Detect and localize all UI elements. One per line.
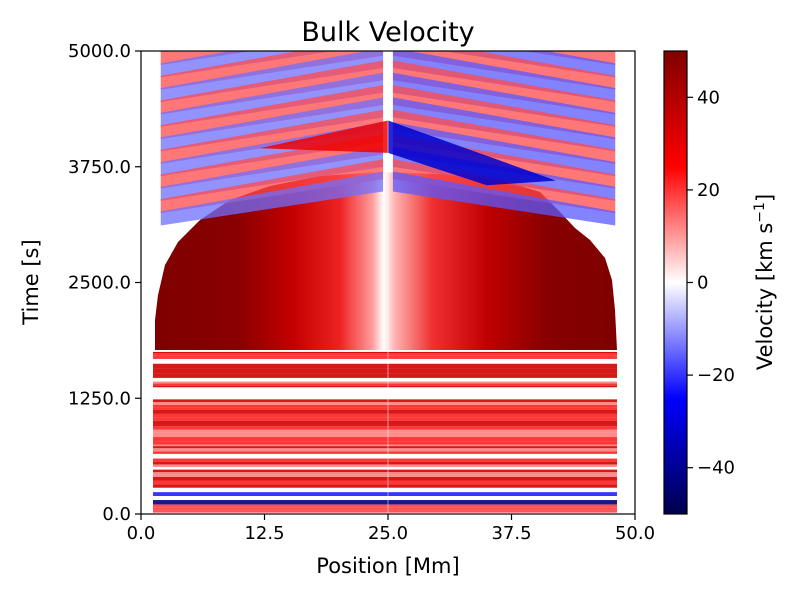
x-tick-label: 37.5 bbox=[491, 523, 531, 544]
colorbar-label-close: ] bbox=[753, 194, 777, 202]
heatmap bbox=[141, 51, 635, 514]
x-tick-label: 25.0 bbox=[368, 523, 408, 544]
colorbar-label: Velocity [km s−1] bbox=[752, 194, 777, 370]
chart-title: Bulk Velocity bbox=[301, 17, 474, 48]
colorbar-tick-label: −40 bbox=[697, 458, 735, 479]
x-tick-label: 0.0 bbox=[127, 523, 156, 544]
colorbar-tick-label: 20 bbox=[697, 180, 720, 201]
y-tick-label: 3750.0 bbox=[68, 157, 131, 178]
colorbar-label-superscript: −1 bbox=[752, 202, 768, 223]
low-time-oscillation-bands bbox=[153, 351, 617, 514]
x-tick-label: 50.0 bbox=[615, 523, 655, 544]
colorbar-ticks: −40 −20 0 20 40 bbox=[687, 87, 735, 479]
colorbar-label-main: Velocity [km s bbox=[753, 223, 777, 370]
y-tick-label: 0.0 bbox=[102, 504, 131, 525]
x-tick-label: 12.5 bbox=[244, 523, 284, 544]
colorbar bbox=[663, 50, 688, 515]
colorbar-tick-label: −20 bbox=[697, 365, 735, 386]
x-axis-ticks: 0.0 12.5 25.0 37.5 50.0 bbox=[127, 514, 655, 544]
y-tick-label: 1250.0 bbox=[68, 388, 131, 409]
plateau-region bbox=[155, 172, 617, 350]
colorbar-tick-label: 40 bbox=[697, 87, 720, 108]
upper-wave-pattern bbox=[160, 51, 616, 226]
x-axis-label: Position [Mm] bbox=[316, 554, 459, 578]
colorbar-tick-label: 0 bbox=[697, 273, 708, 294]
y-tick-label: 2500.0 bbox=[68, 273, 131, 294]
y-axis-label: Time [s] bbox=[19, 239, 43, 325]
y-axis-ticks: 0.0 1250.0 2500.0 3750.0 5000.0 bbox=[68, 41, 141, 525]
y-tick-label: 5000.0 bbox=[68, 41, 131, 62]
